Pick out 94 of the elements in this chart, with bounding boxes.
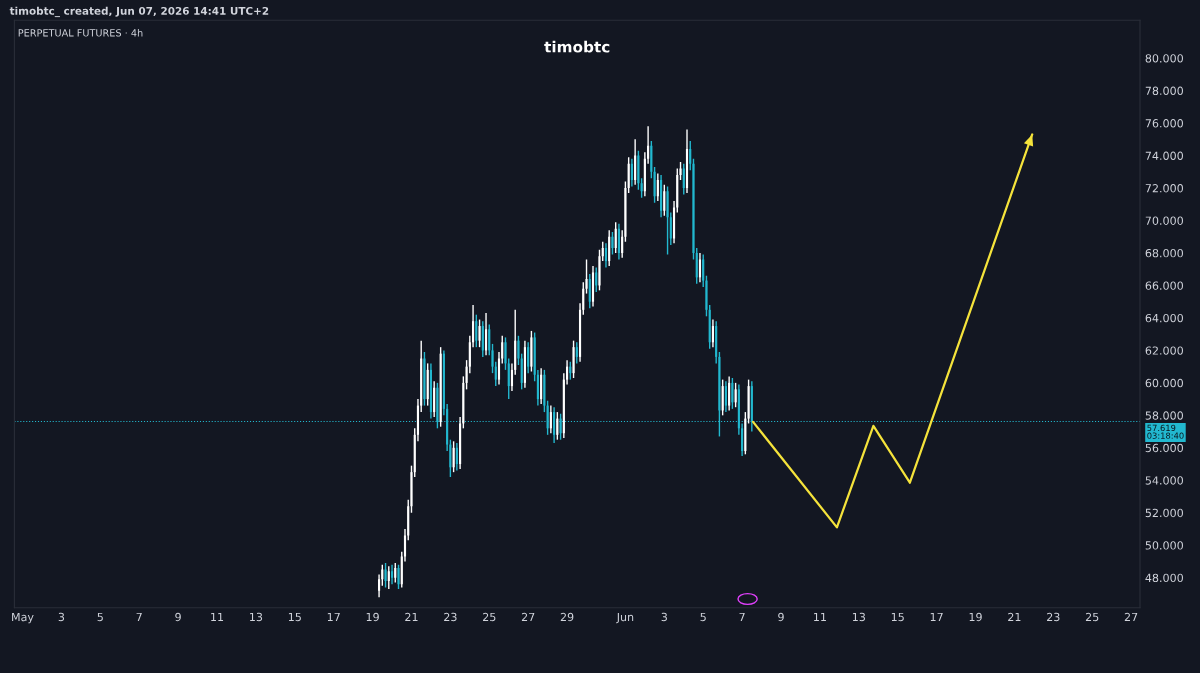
y-tick-label: 80.000: [1145, 54, 1183, 63]
x-tick-label: 27: [1124, 612, 1138, 622]
candlestick: [640, 177, 643, 199]
candlestick: [478, 318, 481, 348]
x-tick-label: 5: [700, 612, 706, 622]
candlestick: [728, 375, 731, 412]
candlestick: [711, 318, 715, 348]
y-tick-label: 54.000: [1145, 476, 1183, 485]
x-tick-label: 23: [1047, 612, 1060, 622]
x-tick-label: 11: [211, 612, 224, 622]
candlestick: [627, 156, 630, 194]
candlestick: [387, 565, 390, 590]
y-tick-label: 62.000: [1145, 346, 1183, 355]
x-tick-label: 25: [483, 612, 496, 622]
candlestick: [390, 564, 394, 585]
x-tick-label: 3: [58, 612, 65, 622]
candlestick: [614, 221, 617, 254]
y-tick-label: 70.000: [1145, 216, 1183, 225]
x-tick-label: 19: [969, 612, 982, 622]
y-tick-label: 72.000: [1145, 184, 1183, 193]
y-tick-label: 58.000: [1145, 411, 1183, 420]
y-tick-label: 76.000: [1145, 119, 1183, 128]
text: timobtc: [544, 40, 610, 53]
x-tick-label: 21: [405, 612, 418, 622]
candlestick: [682, 163, 685, 196]
candlestick: [666, 185, 669, 256]
y-tick-label: 66.000: [1145, 281, 1183, 290]
candlestick: [549, 404, 552, 434]
x-tick-label: 5: [97, 612, 103, 622]
text: 03:18:40: [1147, 432, 1184, 439]
candlestick: [653, 166, 656, 204]
candlestick: [663, 184, 666, 217]
x-tick-label: 13: [250, 612, 263, 622]
candlestick: [527, 341, 530, 374]
candlestick: [455, 442, 458, 472]
x-tick-label: 15: [891, 612, 904, 622]
y-tick-label: 64.000: [1145, 313, 1183, 323]
x-tick-label: 13: [852, 612, 865, 622]
candlestick: [630, 158, 633, 188]
x-tick-label: 7: [739, 612, 745, 622]
x-tick-label: 27: [521, 612, 535, 622]
candlestick: [378, 573, 381, 598]
x-tick-label: 25: [1085, 612, 1099, 622]
candlestick: [439, 346, 442, 428]
candlestick: [595, 266, 598, 293]
x-tick-label: 9: [175, 612, 181, 622]
x-tick-label: 19: [366, 612, 379, 622]
candlestick: [698, 252, 702, 283]
candlestick: [556, 411, 559, 441]
candlestick: [637, 150, 640, 191]
candlestick: [384, 562, 387, 589]
y-tick-label: 78.000: [1145, 86, 1183, 96]
text: timobtc_ created, Jun 07, 2026 14:41 UTC+2: [9, 6, 269, 18]
y-tick-label: 74.000: [1145, 151, 1183, 160]
y-tick-label: 68.000: [1145, 248, 1183, 258]
candlestick: [611, 231, 614, 256]
candlestick: [721, 378, 724, 417]
candlestick: [656, 172, 659, 202]
y-tick-label: 52.000: [1145, 508, 1183, 518]
candlestick: [744, 411, 747, 455]
candlestick: [650, 140, 653, 180]
candlestick: [575, 341, 578, 365]
x-tick-label: 29: [560, 612, 574, 622]
candlestick: [475, 313, 478, 348]
x-tick-label: 15: [288, 612, 301, 622]
candlestick: [734, 382, 737, 408]
x-tick-label: 3: [661, 612, 667, 622]
candlestick: [724, 380, 727, 413]
x-tick-label: 17: [930, 612, 943, 622]
candlestick: [572, 339, 575, 379]
x-tick-label: 9: [778, 612, 784, 622]
candlestick: [546, 400, 549, 436]
candlestick: [543, 369, 546, 413]
y-tick-label: 56.000: [1145, 443, 1183, 453]
x-tick-label: Jun: [616, 612, 634, 624]
x-tick-label: 23: [444, 612, 457, 622]
x-tick-label: May: [12, 612, 34, 624]
candlestick: [423, 351, 426, 407]
candlestick: [394, 562, 397, 584]
y-tick-label: 48.000: [1145, 573, 1183, 583]
candlestick: [588, 273, 591, 309]
x-tick-label: 7: [136, 612, 142, 622]
text: PERPETUAL FUTURES · 4h: [18, 29, 143, 37]
x-tick-label: 21: [1008, 612, 1021, 622]
candlestick: [747, 378, 750, 425]
y-tick-label: 60.000: [1145, 378, 1183, 388]
y-tick-label: 50.000: [1145, 541, 1183, 550]
candlestick: [530, 330, 533, 373]
x-tick-label: 17: [327, 612, 340, 622]
ref-line-label: 57.619: [1147, 424, 1176, 432]
candlestick: [452, 440, 455, 473]
candlestick: [731, 377, 734, 410]
x-tick-label: 11: [814, 612, 826, 622]
candlestick: [397, 564, 400, 590]
